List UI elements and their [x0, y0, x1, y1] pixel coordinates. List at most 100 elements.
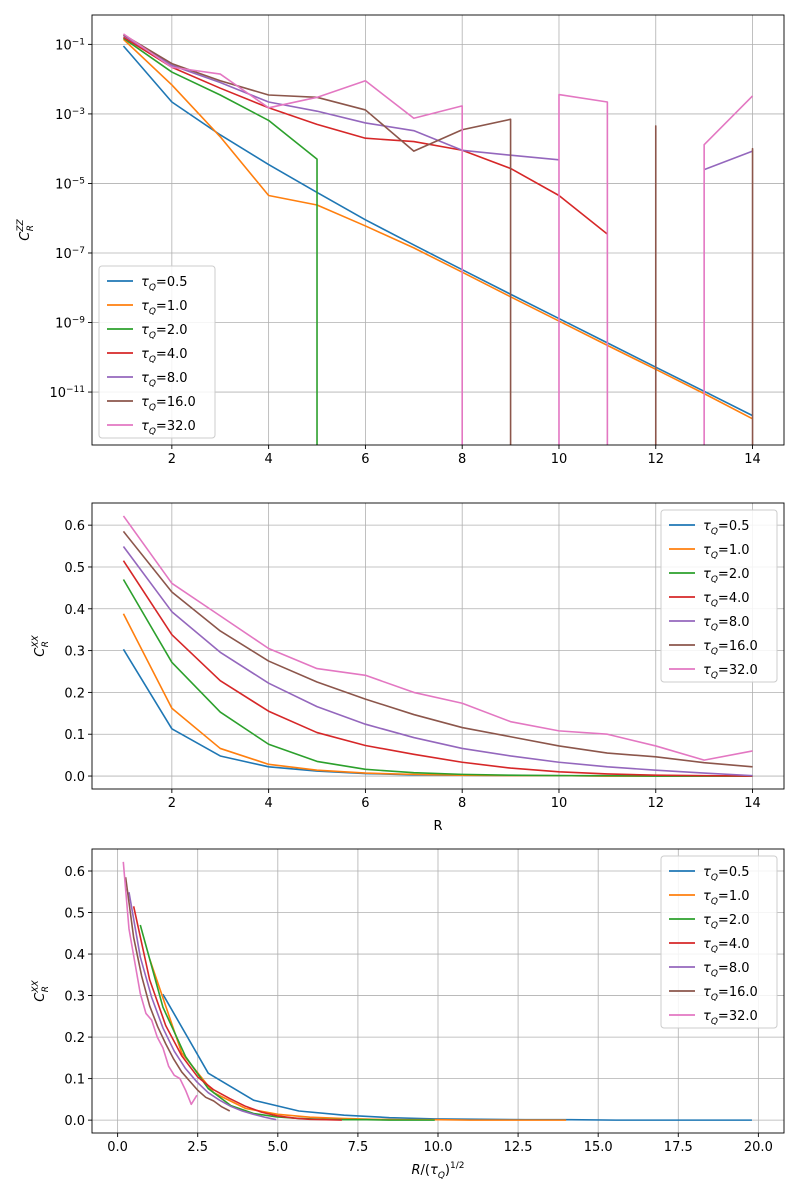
legend-label-value: =2.0: [156, 323, 188, 338]
legend-label: τQ=1.0: [141, 299, 188, 317]
legend-label-tau: τ: [141, 371, 149, 386]
legend-label-tau: τ: [141, 299, 149, 314]
y-tick-exponent: −1: [72, 37, 85, 47]
y-tick-label: 0.3: [64, 645, 85, 660]
y-tick-base: 10: [55, 317, 72, 332]
legend-label-subscript: Q: [149, 283, 156, 293]
legend-label: τQ=16.0: [141, 395, 196, 413]
series-line: [122, 861, 198, 1106]
series-line: [122, 37, 318, 445]
legend-label: τQ=0.5: [703, 519, 750, 537]
legend-label-value: =8.0: [156, 371, 188, 386]
legend-label-tau: τ: [703, 591, 711, 606]
legend-label-value: =16.0: [156, 395, 196, 410]
y-tick-exponent: −5: [72, 176, 85, 186]
legend-label: τQ=1.0: [703, 889, 750, 907]
y-axis-label-superscript: XX: [31, 979, 41, 993]
legend-label: τQ=16.0: [703, 985, 758, 1003]
x-tick-label: 4: [264, 796, 272, 811]
legend-label-subscript: Q: [711, 623, 718, 633]
series-line: [123, 34, 560, 161]
x-tick-label: 7.5: [348, 1140, 369, 1155]
y-axis-label-subscript: R: [41, 641, 51, 647]
legend-label: τQ=1.0: [703, 543, 750, 561]
y-tick-label: 0.2: [64, 686, 85, 701]
legend-label-tau: τ: [703, 1009, 711, 1024]
legend-label-subscript: Q: [711, 671, 718, 681]
y-tick-exponent: −9: [72, 316, 86, 326]
y-tick-label: 10−3: [55, 107, 85, 123]
legend-label-value: =32.0: [718, 1009, 758, 1024]
legend-label-value: =4.0: [718, 937, 750, 952]
legend-label-subscript: Q: [711, 575, 718, 585]
legend-label-subscript: Q: [711, 873, 718, 883]
zz-correlation-log-panel: 2 4 6 8 10 12 1410−1110−910−710−510−310−1CZZRτ…: [16, 14, 785, 467]
legend-label-subscript: Q: [149, 379, 156, 389]
legend-label-tau: τ: [141, 419, 149, 434]
legend-label: τQ=32.0: [141, 419, 196, 437]
legend-label: τQ=8.0: [703, 961, 750, 979]
y-tick-exponent: −7: [72, 246, 85, 256]
y-tick-label: 0.2: [64, 1031, 85, 1046]
legend-label-value: =2.0: [718, 567, 750, 582]
y-tick-exponent: −3: [72, 107, 85, 117]
x-tick-label: 17.5: [664, 1140, 693, 1155]
y-tick-label: 10−11: [49, 385, 85, 401]
series-line: [558, 93, 609, 445]
y-tick-base: 10: [49, 386, 66, 401]
legend-label-subscript: Q: [711, 599, 718, 609]
series-line: [122, 579, 753, 777]
series-line: [123, 34, 512, 445]
legend-label: τQ=2.0: [703, 913, 750, 931]
x-tick-label: 20.0: [744, 1140, 773, 1155]
series-line: [122, 515, 753, 761]
series-line: [124, 877, 231, 1112]
y-axis-label-symbol: C: [33, 992, 48, 1002]
axes-frame: [91, 14, 785, 446]
legend-label-value: =8.0: [718, 961, 750, 976]
x-tick-label: 14: [744, 452, 761, 467]
series-line: [122, 546, 753, 777]
legend-label-tau: τ: [703, 567, 711, 582]
legend-label-subscript: Q: [711, 527, 718, 537]
series-line: [703, 95, 754, 445]
x-tick-label: 12: [647, 452, 664, 467]
series-line: [128, 892, 277, 1121]
x-tick-label: 6: [361, 796, 369, 811]
x-tick-label: 8: [458, 796, 466, 811]
x-tick-label: 10: [551, 796, 568, 811]
x-axis-label-slash: /(: [421, 1163, 430, 1178]
x-tick-label: 8: [458, 452, 466, 467]
legend-label-value: =32.0: [718, 663, 758, 678]
y-axis-label: CXXR: [31, 634, 51, 656]
legend-label-tau: τ: [703, 615, 711, 630]
x-tick-label: 15.0: [584, 1140, 613, 1155]
x-tick-label: 12: [647, 796, 664, 811]
y-tick-base: 10: [55, 247, 72, 262]
y-tick-label: 0.0: [64, 1114, 85, 1129]
axes-frame: [91, 502, 785, 790]
series-line: [122, 560, 753, 777]
legend-label: τQ=8.0: [703, 615, 750, 633]
legend-label: τQ=4.0: [703, 937, 750, 955]
legend-label-value: =8.0: [718, 615, 750, 630]
legend-label-tau: τ: [703, 937, 711, 952]
x-axis-label-paren: ): [445, 1163, 450, 1178]
legend-frame: [98, 265, 216, 439]
legend-label-value: =0.5: [156, 275, 188, 290]
series-group: [122, 33, 754, 445]
y-tick-label: 0.6: [64, 519, 85, 534]
series-line: [162, 993, 752, 1121]
series-line: [703, 150, 753, 171]
y-axis-label: CZZR: [16, 218, 36, 240]
legend-label-subscript: Q: [149, 427, 156, 437]
x-axis-label-tau-sub: Q: [438, 1171, 445, 1181]
legend-label: τQ=2.0: [703, 567, 750, 585]
legend-label-value: =4.0: [156, 347, 188, 362]
y-tick-label: 0.3: [64, 990, 85, 1005]
series-line: [122, 33, 464, 445]
x-tick-label: 10.0: [424, 1140, 453, 1155]
y-axis-label-superscript: XX: [31, 634, 41, 648]
legend-label: τQ=32.0: [703, 663, 758, 681]
